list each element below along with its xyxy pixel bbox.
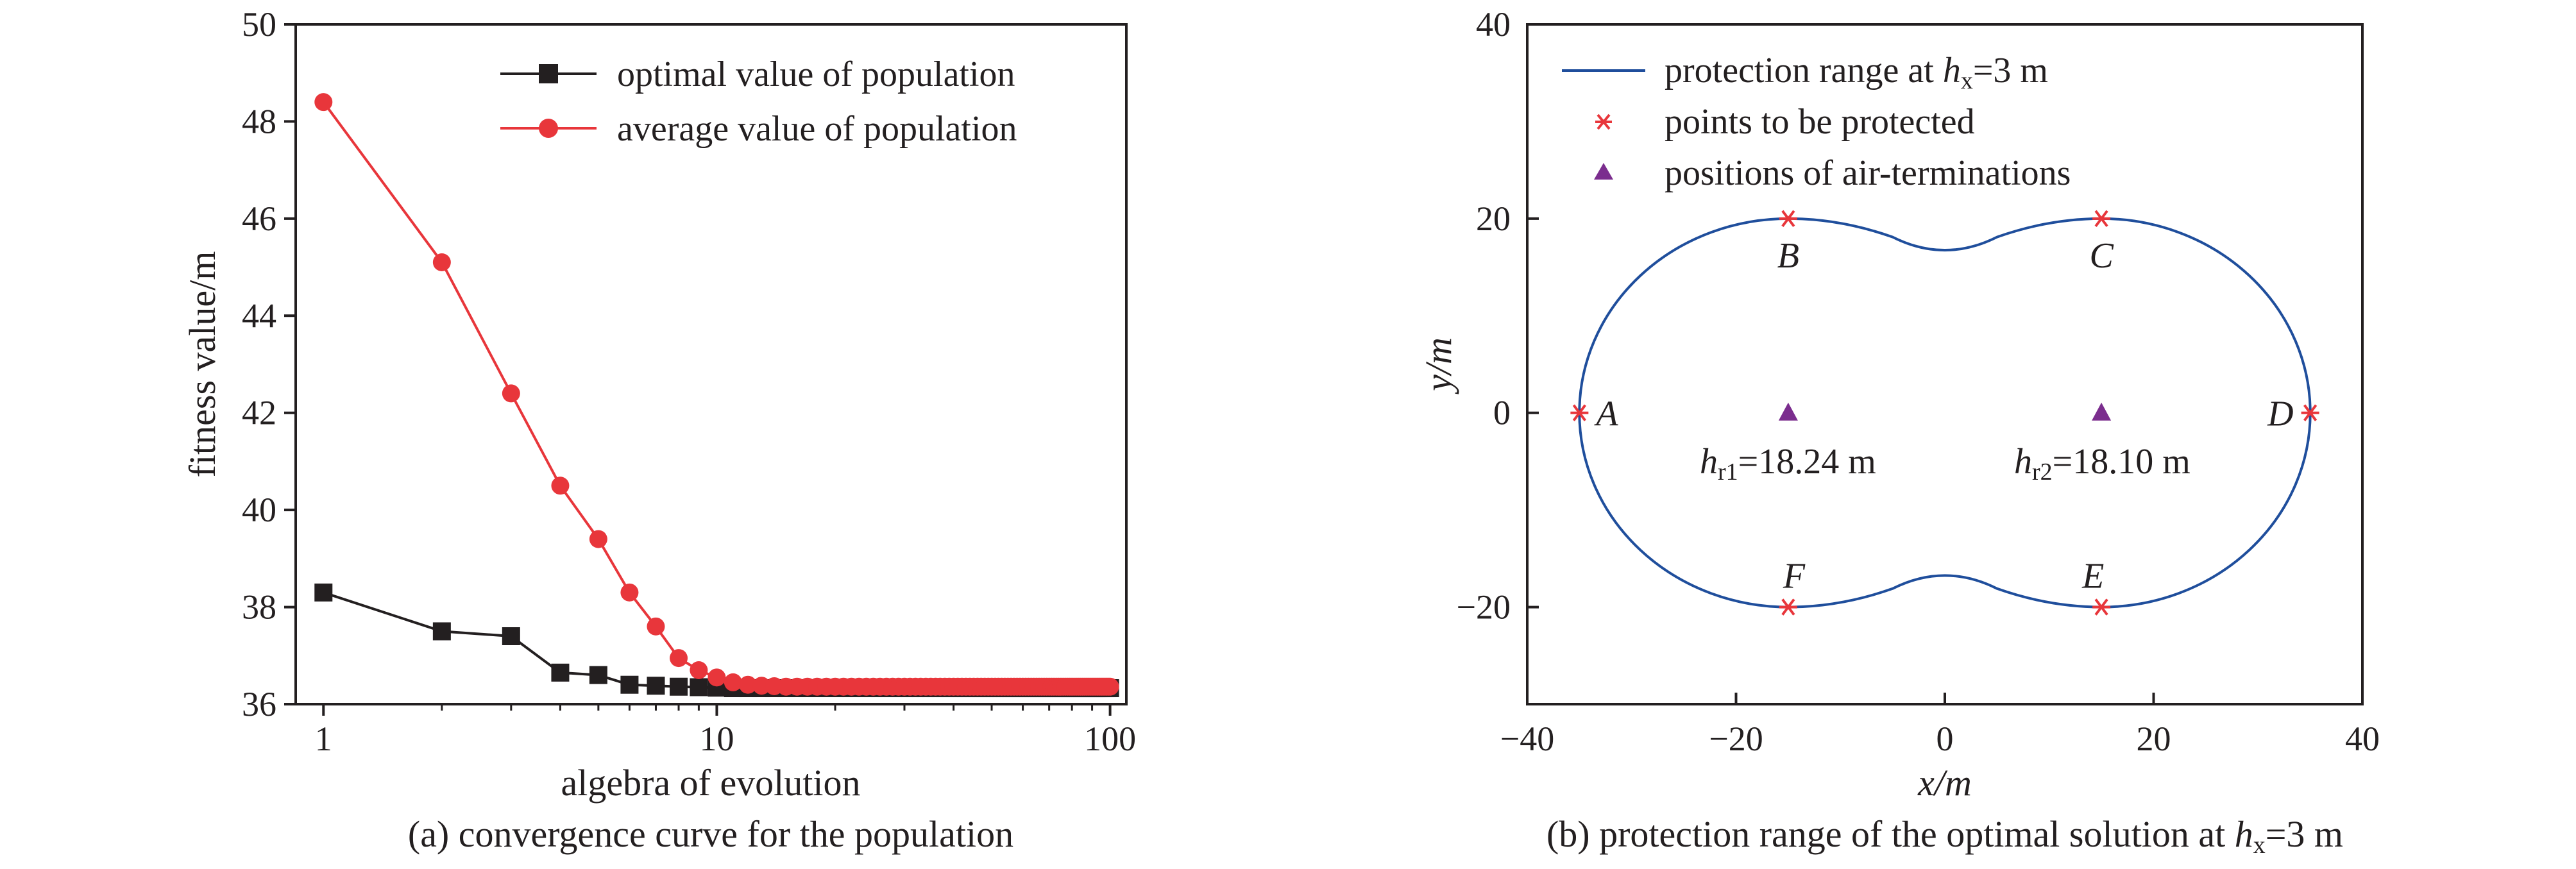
series-line-average <box>322 101 1110 688</box>
convergence-chart: 36 38 40 42 44 46 48 50 1 10 100 optimal value of … <box>182 5 1136 855</box>
air-termination-label-1: hr1=18.24 m <box>1700 442 1876 485</box>
data-point-optimal <box>314 583 333 602</box>
protection-range-curve <box>1578 217 2312 609</box>
data-point-average <box>690 661 708 679</box>
air-termination-marker-1 <box>1778 402 1798 421</box>
data-point-average <box>647 617 665 636</box>
data-point-average <box>724 673 742 691</box>
b-air-terminations: hr1=18.24 m hr2=18.10 m <box>1700 402 2190 485</box>
a-data-marks <box>314 93 1119 698</box>
a-ytick-label: 46 <box>242 199 276 238</box>
data-point-average <box>752 677 771 695</box>
legend-marker-air-terminations <box>1594 163 1613 180</box>
data-point-average <box>432 253 451 271</box>
b-xlabel: x/m <box>1917 762 1972 804</box>
protection-range-chart: −20 0 20 40 −40 −20 0 20 40 A B C D E F hr1=18.24 m h… <box>1418 5 2380 859</box>
a-xtick-label: 1 <box>315 720 332 758</box>
point-label-C: C <box>2089 236 2114 276</box>
point-marker-E <box>2092 598 2111 616</box>
legend-marker-average <box>539 119 558 138</box>
point-marker-D <box>2301 404 2319 421</box>
legend-item-average: average value of population <box>500 109 1017 149</box>
data-point-optimal <box>432 622 451 641</box>
b-axis-ticks: −20 0 20 40 −40 −20 0 20 40 <box>1457 5 2380 758</box>
legend-item-optimal: optimal value of population <box>500 55 1015 94</box>
data-point-average <box>620 583 639 602</box>
data-point-optimal <box>502 627 520 645</box>
a-ytick-label: 40 <box>242 491 276 529</box>
legend-label-points: points to be protected <box>1665 102 1975 142</box>
legend-item-points: points to be protected <box>1595 102 1975 142</box>
a-xlabel: algebra of evolution <box>561 762 860 804</box>
b-xtick-label: −40 <box>1500 720 1554 758</box>
a-ytick-label: 50 <box>242 5 276 44</box>
data-point-average <box>589 530 607 548</box>
a-ytick-label: 38 <box>242 588 276 627</box>
a-legend: optimal value of population average valu… <box>500 55 1017 149</box>
legend-label-air-terminations: positions of air-terminations <box>1665 153 2071 193</box>
point-marker-A <box>1570 404 1589 421</box>
point-label-D: D <box>2267 394 2293 434</box>
data-point-optimal <box>620 675 639 694</box>
data-point-average <box>1101 677 1119 696</box>
point-marker-B <box>1779 210 1797 228</box>
point-label-B: B <box>1777 236 1799 276</box>
a-axis-ticks: 36 38 40 42 44 46 48 50 1 10 100 <box>242 5 1136 758</box>
a-plot-frame <box>294 23 1128 705</box>
data-point-optimal <box>647 677 665 695</box>
b-ylabel: y/m <box>1418 337 1459 394</box>
b-xtick-label: 0 <box>1936 720 1954 758</box>
point-label-A: A <box>1593 394 1618 434</box>
a-ylabel: fitness value/m <box>182 251 223 478</box>
a-ytick-label: 42 <box>242 394 276 432</box>
data-point-average <box>739 675 758 694</box>
b-caption: (b) protection range of the optimal solu… <box>1546 813 2343 859</box>
b-legend: protection range at hx=3 m points to be … <box>1562 51 2071 193</box>
point-marker-C <box>2092 210 2111 228</box>
data-point-average <box>502 384 520 403</box>
b-ytick-label: 0 <box>1493 394 1511 432</box>
data-point-average <box>551 477 570 495</box>
b-points-to-be-protected: A B C D E F <box>1570 210 2319 616</box>
legend-marker-optimal <box>539 64 558 83</box>
data-point-average <box>314 93 333 112</box>
air-termination-marker-2 <box>2092 402 2112 421</box>
a-caption: (a) convergence curve for the population <box>408 813 1013 855</box>
data-point-average <box>708 668 726 687</box>
a-ytick-label: 48 <box>242 102 276 140</box>
legend-label-average: average value of population <box>617 109 1017 149</box>
b-ytick-label: 40 <box>1476 5 1511 44</box>
legend-marker-points <box>1595 114 1612 130</box>
legend-label-protection-range: protection range at hx=3 m <box>1665 51 2048 94</box>
data-point-optimal <box>670 677 688 696</box>
data-point-average <box>670 649 688 668</box>
legend-item-air-terminations: positions of air-terminations <box>1594 153 2071 193</box>
b-xtick-label: 20 <box>2137 720 2171 758</box>
b-ytick-label: 20 <box>1476 199 1511 238</box>
b-ytick-label: −20 <box>1457 588 1511 627</box>
point-label-E: E <box>2081 557 2104 596</box>
a-xtick-label: 10 <box>699 720 734 758</box>
air-termination-label-2: hr2=18.10 m <box>2014 442 2190 485</box>
legend-item-protection-range: protection range at hx=3 m <box>1562 51 2048 94</box>
data-point-optimal <box>589 666 607 684</box>
a-xtick-label: 100 <box>1084 720 1136 758</box>
b-xtick-label: −20 <box>1709 720 1763 758</box>
data-point-optimal <box>551 663 570 682</box>
a-ytick-label: 36 <box>242 685 276 723</box>
data-point-optimal <box>690 678 708 696</box>
b-xtick-label: 40 <box>2345 720 2380 758</box>
point-marker-F <box>1779 598 1797 616</box>
point-label-F: F <box>1783 557 1806 596</box>
a-ytick-label: 44 <box>242 296 276 335</box>
legend-label-optimal: optimal value of population <box>617 55 1015 94</box>
